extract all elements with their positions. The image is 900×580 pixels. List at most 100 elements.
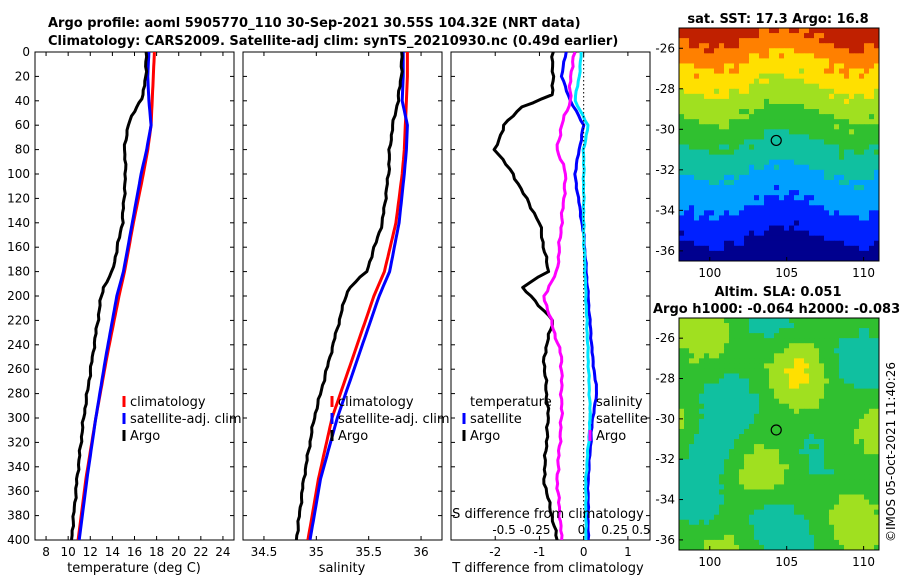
map-cell — [804, 185, 810, 191]
map-cell — [809, 63, 815, 69]
map-cell — [744, 83, 750, 90]
map-cell — [784, 499, 790, 506]
map-cell — [834, 78, 840, 85]
map-cell — [829, 103, 835, 110]
map-cell — [699, 154, 705, 161]
map-cell — [864, 200, 870, 206]
map-cell — [864, 245, 870, 252]
map-cell — [729, 484, 735, 490]
map-cell — [694, 154, 700, 161]
map-cell — [779, 109, 785, 115]
map-cell — [809, 124, 815, 130]
map-cell — [689, 205, 695, 211]
map-cell — [734, 255, 740, 262]
map-cell — [809, 348, 815, 354]
map-cell — [774, 134, 780, 140]
map-cell — [869, 144, 875, 150]
map-cell — [794, 509, 800, 516]
map-cell — [784, 514, 790, 521]
map-cell — [749, 378, 755, 384]
map-cell — [704, 200, 710, 206]
map-cell — [704, 403, 710, 410]
map-cell — [699, 403, 705, 410]
map-cell — [814, 434, 820, 440]
map-cell — [714, 529, 720, 536]
map-cell — [749, 479, 755, 485]
map-cell — [814, 348, 820, 354]
map-cell — [854, 73, 860, 80]
map-cell — [769, 348, 775, 354]
map-cell — [854, 88, 860, 95]
map-cell — [719, 119, 725, 125]
temperature-panel-frame — [34, 51, 235, 541]
map-cell — [764, 200, 770, 206]
map-cell — [864, 398, 870, 405]
map-cell — [849, 139, 855, 145]
map-cell — [699, 215, 705, 221]
map-cell — [774, 484, 780, 490]
map-cell — [824, 215, 830, 221]
map-cell — [684, 83, 690, 90]
map-cell — [839, 164, 845, 171]
map-cell — [684, 383, 690, 390]
map-cell — [834, 68, 840, 74]
depth-tick-label: 380 — [7, 509, 30, 523]
map-cell — [814, 534, 820, 541]
map-cell — [799, 169, 805, 176]
map-cell — [864, 348, 870, 354]
map-cell — [789, 318, 795, 324]
map-cell — [854, 398, 860, 405]
map-cell — [719, 383, 725, 390]
map-y-tick-label: -36 — [655, 533, 675, 547]
map-cell — [699, 534, 705, 541]
map-cell — [829, 484, 835, 490]
map-cell — [679, 195, 685, 201]
map-cell — [819, 338, 825, 344]
map-cell — [779, 474, 785, 480]
map-cell — [729, 489, 735, 495]
map-cell — [844, 434, 850, 440]
map-cell — [854, 434, 860, 440]
map-cell — [749, 48, 755, 54]
map-cell — [814, 444, 820, 450]
map-cell — [819, 235, 825, 242]
map-cell — [704, 98, 710, 105]
map-cell — [694, 83, 700, 90]
map-cell — [714, 225, 720, 232]
map-cell — [729, 454, 735, 460]
map-cell — [809, 318, 815, 324]
map-cell — [719, 348, 725, 354]
depth-tick-label: 60 — [15, 118, 30, 132]
map-cell — [874, 220, 880, 226]
map-cell — [859, 449, 865, 455]
map-cell — [839, 58, 845, 64]
map-cell — [724, 235, 730, 242]
map-cell — [849, 164, 855, 171]
map-cell — [779, 439, 785, 445]
map-cell — [744, 53, 750, 59]
map-cell — [839, 114, 845, 120]
map-cell — [769, 43, 775, 49]
map-cell — [724, 479, 730, 485]
map-cell — [759, 519, 765, 526]
map-cell — [724, 98, 730, 105]
map-cell — [679, 343, 685, 349]
map-cell — [779, 159, 785, 166]
map-cell — [694, 58, 700, 64]
map-cell — [829, 423, 835, 430]
map-cell — [759, 353, 765, 359]
series-climatology — [306, 52, 409, 540]
map-cell — [794, 524, 800, 531]
map-cell — [799, 88, 805, 95]
map-cell — [819, 479, 825, 485]
map-cell — [759, 444, 765, 450]
map-cell — [809, 200, 815, 206]
map-cell — [744, 68, 750, 74]
map-cell — [734, 179, 740, 186]
map-cell — [709, 418, 715, 425]
map-cell — [744, 174, 750, 181]
map-cell — [694, 504, 700, 511]
map-cell — [709, 53, 715, 59]
map-cell — [789, 63, 795, 69]
map-cell — [789, 134, 795, 140]
